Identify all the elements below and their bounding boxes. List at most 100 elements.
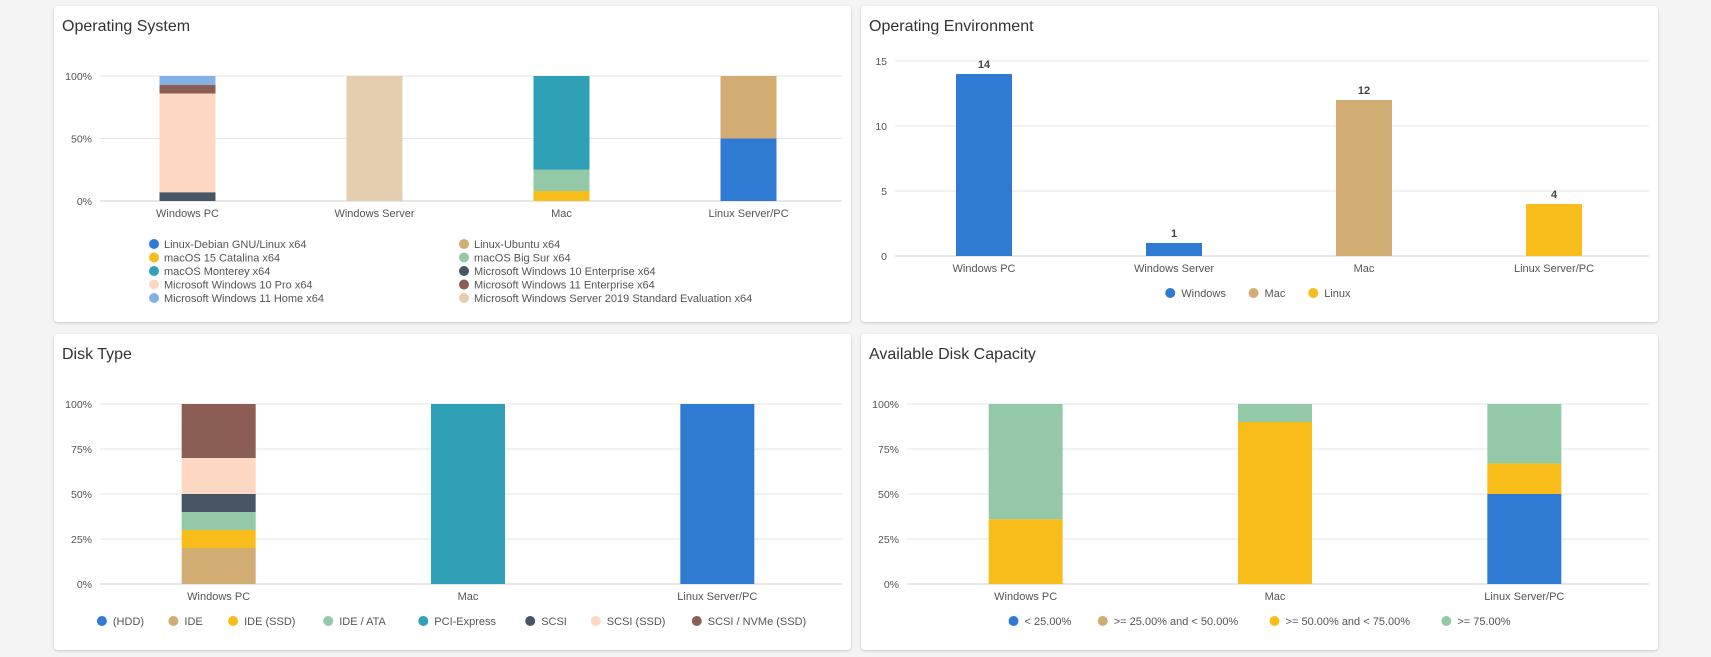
legend-marker-25-00-and-50-00[interactable]: [1097, 616, 1108, 626]
bar-mac-macos-big-sur-x64[interactable]: [533, 169, 590, 191]
bar-mac-macos-15-catalina-x64[interactable]: [533, 191, 590, 201]
x-tick-label-mac: Mac: [1265, 591, 1286, 603]
legend-marker-macos-big-sur-x64[interactable]: [459, 252, 469, 263]
bar-linux-server-pc-25-00[interactable]: [1487, 494, 1562, 584]
bar-linux-server-pc-hdd[interactable]: [680, 404, 755, 584]
legend-marker-linux-ubuntu-x64[interactable]: [459, 239, 469, 249]
x-tick-label-mac: Mac: [1354, 263, 1375, 275]
bar-linux-server-pc-75-00[interactable]: [1487, 404, 1562, 464]
bar-windows-pc-microsoft-windows-11-home-x64[interactable]: [159, 76, 216, 85]
legend-label-hdd[interactable]: (HDD): [113, 616, 144, 628]
x-tick-label-mac: Mac: [458, 591, 479, 603]
x-tick-label-linux-server-pc: Linux Server/PC: [1514, 263, 1594, 275]
legend-marker-macos-15-catalina-x64[interactable]: [149, 252, 159, 263]
legend-label-linux-debian-gnu-linux-x64[interactable]: Linux-Debian GNU/Linux x64: [164, 239, 306, 251]
legend-marker-linux-debian-gnu-linux-x64[interactable]: [149, 239, 159, 249]
legend-label-linux[interactable]: Linux: [1324, 288, 1351, 300]
legend-label-50-00-and-75-00[interactable]: >= 50.00% and < 75.00%: [1286, 616, 1411, 628]
bar-windows-pc-microsoft-windows-10-enterprise-x64[interactable]: [159, 192, 216, 201]
legend-label-ide-ata[interactable]: IDE / ATA: [339, 616, 386, 628]
bar-mac-50-00-and-75-00[interactable]: [1238, 422, 1312, 584]
legend-marker-windows[interactable]: [1165, 288, 1176, 298]
x-tick-label-linux-server-pc: Linux Server/PC: [677, 591, 757, 603]
legend-label-75-00[interactable]: >= 75.00%: [1457, 616, 1510, 628]
legend-label-microsoft-windows-11-home-x64[interactable]: Microsoft Windows 11 Home x64: [164, 293, 324, 305]
legend-label-windows[interactable]: Windows: [1181, 288, 1226, 300]
y-tick-label-50: 50%: [878, 489, 899, 501]
data-label-mac: 12: [1358, 85, 1370, 97]
legend-marker-microsoft-windows-11-enterprise-x64[interactable]: [459, 279, 469, 290]
y-tick-label-75: 75%: [878, 444, 899, 456]
bar-mac-75-00[interactable]: [1238, 404, 1312, 422]
bar-windows-pc-ide[interactable]: [181, 548, 256, 584]
bar-linux-server-pc-linux-ubuntu-x64[interactable]: [720, 76, 777, 139]
x-tick-label-windows-pc: Windows PC: [953, 263, 1016, 275]
legend-label-scsi[interactable]: SCSI: [541, 616, 567, 628]
bar-windows-pc-microsoft-windows-11-enterprise-x64[interactable]: [159, 84, 216, 94]
bar-windows-server-windows[interactable]: [1146, 243, 1202, 256]
y-tick-label-0: 0%: [77, 579, 92, 591]
y-tick-label-0: 0%: [884, 579, 899, 591]
legend-marker-ide-ssd[interactable]: [228, 616, 239, 626]
legend-marker-75-00[interactable]: [1441, 616, 1452, 626]
legend-marker-macos-monterey-x64[interactable]: [149, 266, 159, 276]
legend-label-25-00-and-50-00[interactable]: >= 25.00% and < 50.00%: [1114, 616, 1239, 628]
x-tick-label-windows-server: Windows Server: [334, 208, 414, 220]
available-disk-capacity-card: Available Disk Capacity 0% 25% 50% 75% 100% W…: [861, 334, 1658, 650]
bar-linux-server-pc-linux-debian-gnu-linux-x64[interactable]: [720, 138, 777, 202]
legend-marker-scsi-ssd[interactable]: [590, 616, 601, 626]
legend-marker-25-00[interactable]: [1008, 616, 1019, 626]
legend-label-microsoft-windows-10-enterprise-x64[interactable]: Microsoft Windows 10 Enterprise x64: [474, 266, 656, 278]
legend-label-microsoft-windows-11-enterprise-x64[interactable]: Microsoft Windows 11 Enterprise x64: [474, 280, 655, 292]
legend-marker-microsoft-windows-11-home-x64[interactable]: [149, 293, 159, 303]
legend-label-macos-15-catalina-x64[interactable]: macOS 15 Catalina x64: [164, 253, 280, 265]
y-tick-label-100: 100%: [65, 71, 92, 83]
bar-mac-pci-express[interactable]: [431, 404, 505, 584]
legend-marker-ide[interactable]: [168, 616, 179, 626]
legend-label-25-00[interactable]: < 25.00%: [1025, 616, 1072, 628]
legend-label-mac[interactable]: Mac: [1265, 288, 1286, 300]
data-label-windows-pc: 14: [978, 59, 991, 71]
bar-mac-mac[interactable]: [1336, 100, 1392, 256]
y-tick-label-25: 25%: [71, 534, 92, 546]
legend-label-scsi-nvme-ssd[interactable]: SCSI / NVMe (SSD): [708, 616, 806, 628]
bar-windows-pc-scsi-ssd[interactable]: [181, 458, 256, 494]
legend-marker-ide-ata[interactable]: [323, 616, 334, 626]
legend-marker-scsi-nvme-ssd[interactable]: [691, 616, 702, 626]
legend-marker-microsoft-windows-server-2019-standard-evaluation-x64[interactable]: [459, 293, 469, 303]
legend-label-macos-monterey-x64[interactable]: macOS Monterey x64: [164, 266, 270, 278]
legend-marker-pci-express[interactable]: [418, 616, 429, 626]
disk-type-card: Disk Type 0% 25% 50% 75% 100% Windows PC Mac Li…: [54, 334, 851, 650]
legend-marker-scsi[interactable]: [525, 616, 536, 626]
bar-windows-pc-50-00-and-75-00[interactable]: [988, 519, 1063, 584]
legend-label-scsi-ssd[interactable]: SCSI (SSD): [607, 616, 666, 628]
bar-windows-pc-ide-ata[interactable]: [181, 512, 256, 530]
legend-marker-microsoft-windows-10-pro-x64[interactable]: [149, 279, 159, 290]
legend-marker-hdd[interactable]: [96, 616, 107, 626]
legend-label-macos-big-sur-x64[interactable]: macOS Big Sur x64: [474, 253, 571, 265]
bar-mac-macos-monterey-x64[interactable]: [533, 76, 590, 170]
y-tick-label-5: 5: [881, 186, 887, 198]
disk-type-chart: 0% 25% 50% 75% 100% Windows PC Mac Linux Server…: [65, 399, 842, 628]
bar-windows-pc-scsi-nvme-ssd[interactable]: [181, 404, 256, 458]
legend-label-linux-ubuntu-x64[interactable]: Linux-Ubuntu x64: [474, 239, 560, 251]
legend-marker-mac[interactable]: [1248, 288, 1259, 298]
legend-marker-microsoft-windows-10-enterprise-x64[interactable]: [459, 266, 469, 276]
bar-windows-pc-ide-ssd[interactable]: [181, 530, 256, 548]
bar-windows-server-microsoft-windows-server-2019-standard-evaluation-x64[interactable]: [346, 76, 403, 201]
legend-marker-linux[interactable]: [1308, 288, 1319, 298]
legend-label-pci-express[interactable]: PCI-Express: [434, 616, 496, 628]
x-tick-label-windows-pc: Windows PC: [994, 591, 1057, 603]
bar-windows-pc-microsoft-windows-10-pro-x64[interactable]: [159, 93, 216, 193]
legend-label-ide[interactable]: IDE: [184, 616, 202, 628]
bar-linux-server-pc-50-00-and-75-00[interactable]: [1487, 463, 1562, 494]
legend-label-microsoft-windows-10-pro-x64[interactable]: Microsoft Windows 10 Pro x64: [164, 280, 313, 292]
bar-windows-pc-windows[interactable]: [956, 74, 1012, 256]
legend-marker-50-00-and-75-00[interactable]: [1269, 616, 1280, 626]
bar-windows-pc-scsi[interactable]: [181, 494, 256, 512]
y-tick-label-0: 0%: [77, 196, 92, 208]
legend-label-ide-ssd[interactable]: IDE (SSD): [244, 616, 295, 628]
legend-label-microsoft-windows-server-2019-standard-evaluation-x64[interactable]: Microsoft Windows Server 2019 Standard E…: [474, 293, 752, 305]
bar-windows-pc-75-00[interactable]: [988, 404, 1063, 520]
bar-linux-server-pc-linux[interactable]: [1526, 204, 1582, 256]
